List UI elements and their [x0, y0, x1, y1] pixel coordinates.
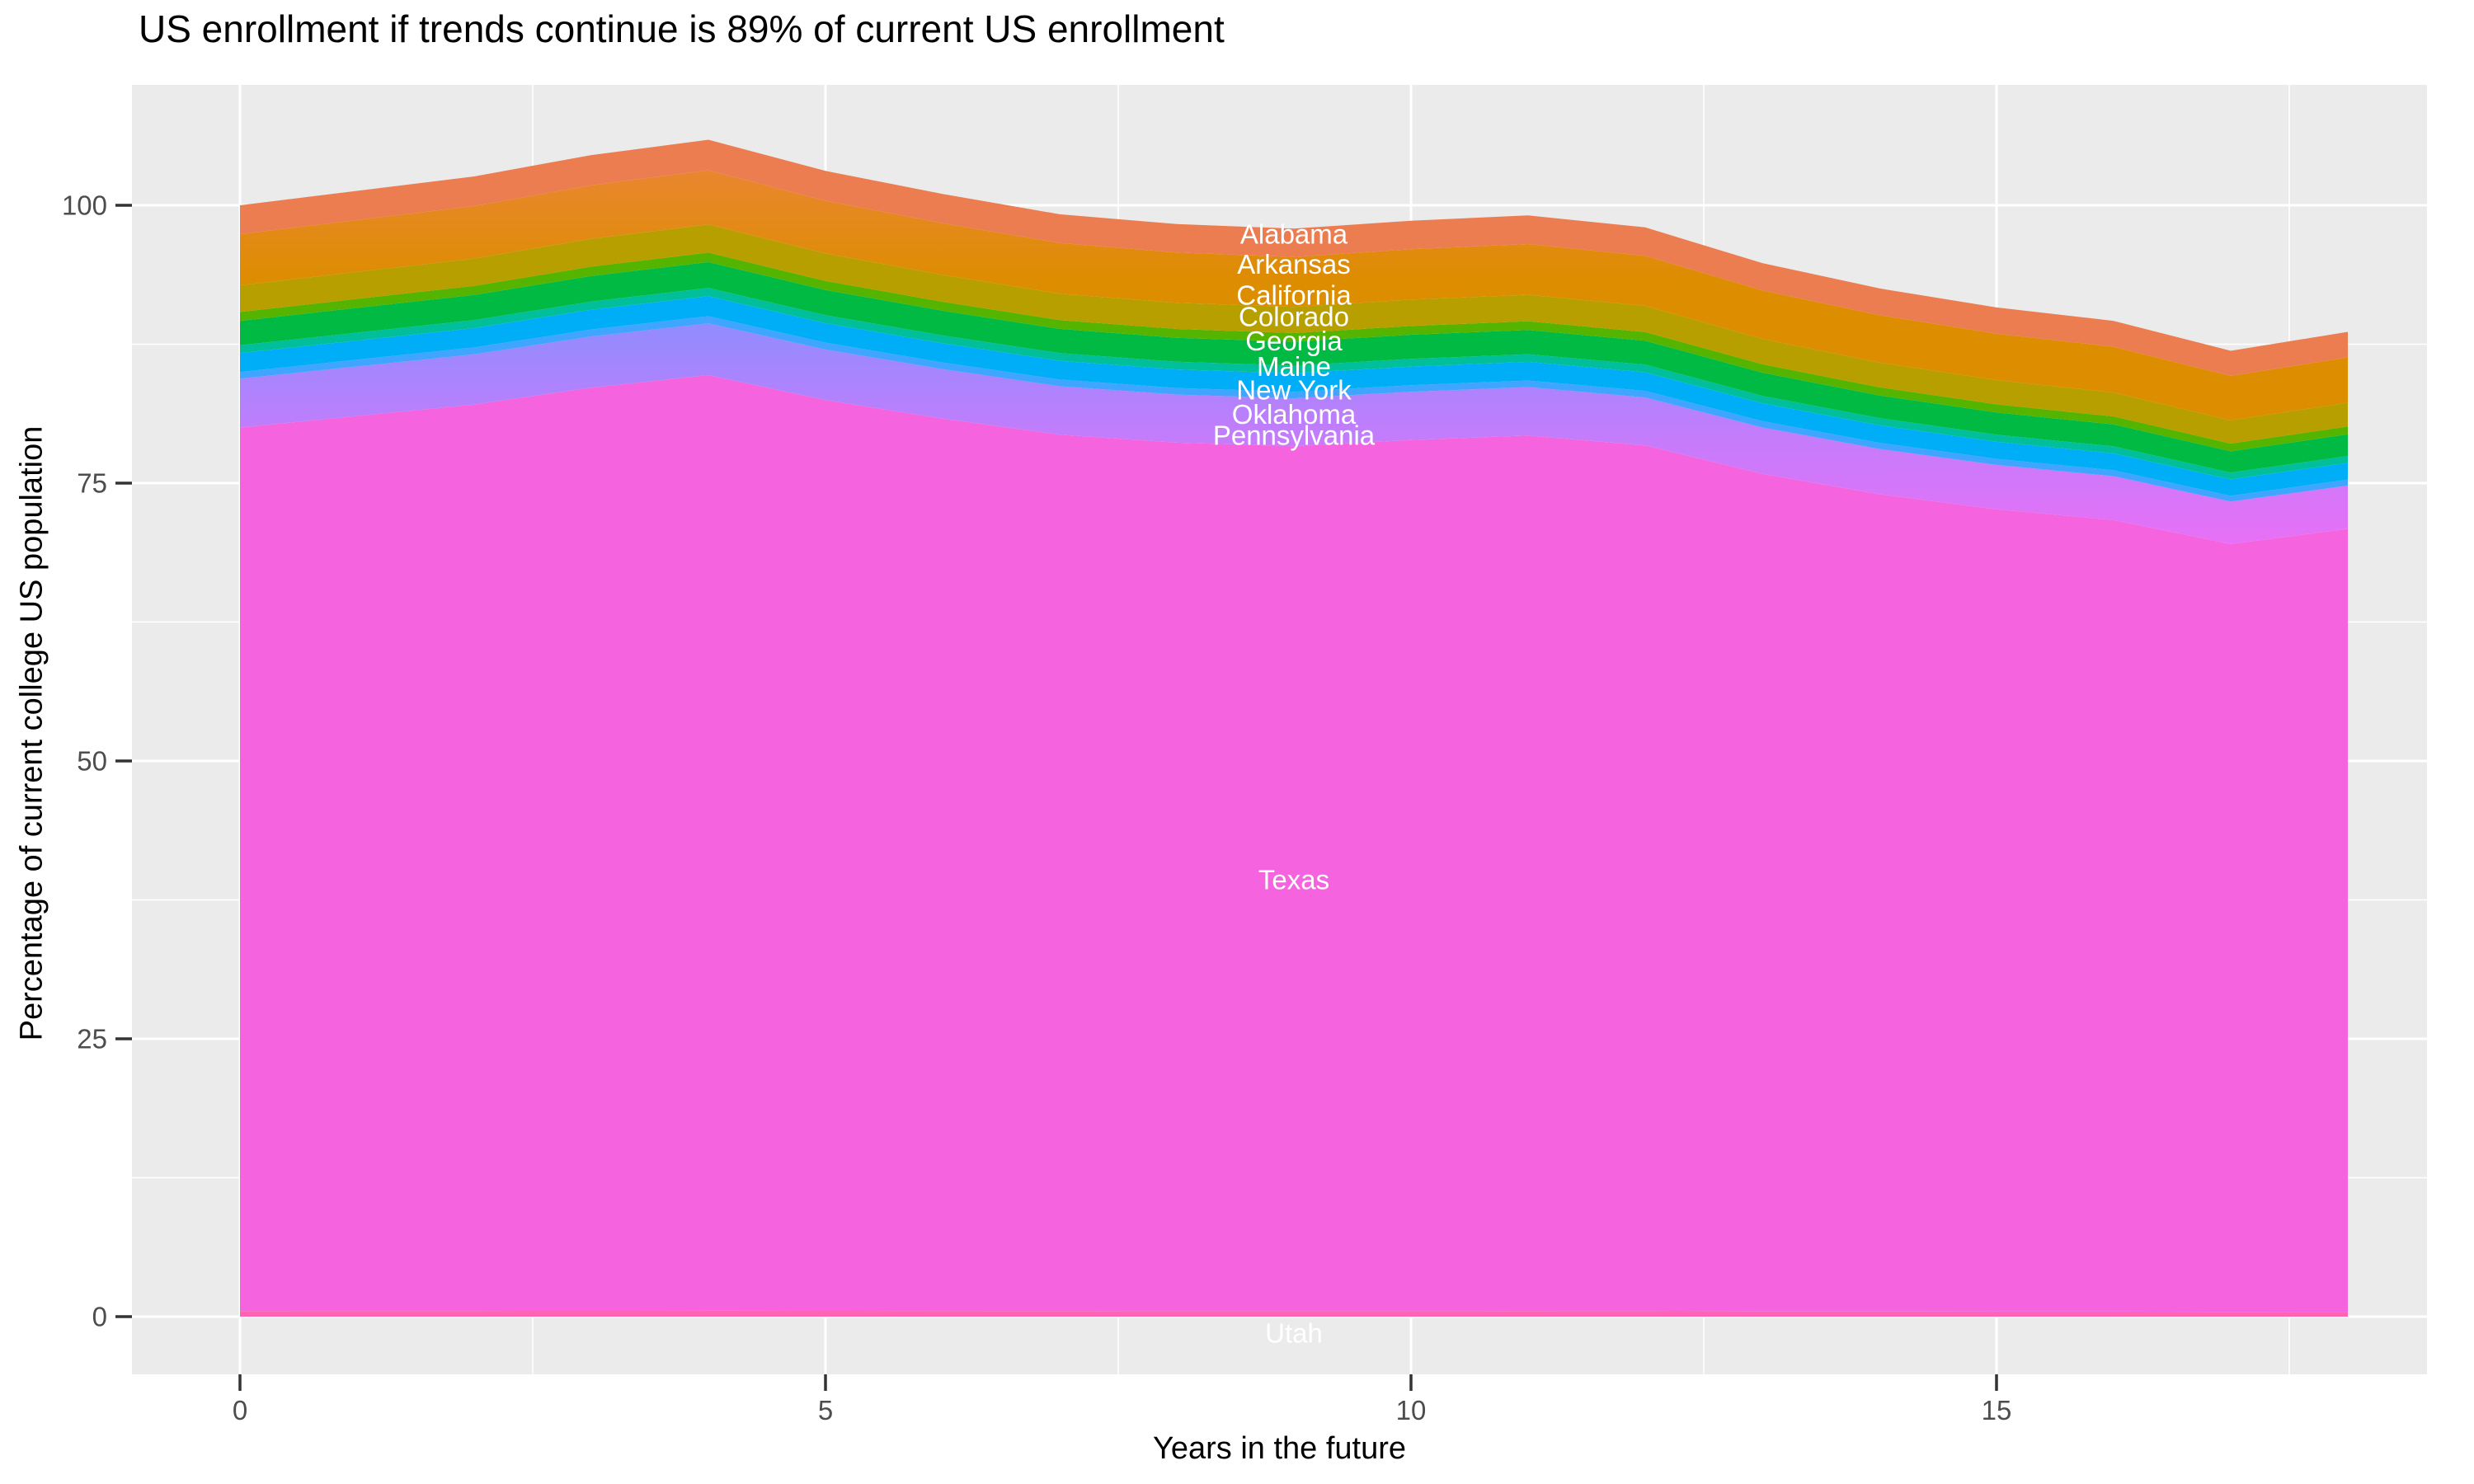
x-tick-label: 0 — [233, 1395, 247, 1425]
area-georgia — [240, 261, 2348, 473]
x-axis-title: Years in the future — [1152, 1431, 1407, 1466]
y-axis-title: Percentage of current college US populat… — [14, 425, 49, 1041]
state-label: Georgia — [1245, 326, 1343, 356]
plot-title: US enrollment if trends continue is 89% … — [139, 7, 1225, 50]
y-tick-label: 0 — [92, 1302, 107, 1332]
state-label: New York — [1236, 374, 1352, 405]
state-label: Pennsylvania — [1213, 420, 1376, 451]
y-tick-label: 50 — [77, 746, 107, 777]
state-label: Maine — [1257, 351, 1331, 382]
y-tick-label: 100 — [62, 190, 107, 221]
state-label: California — [1236, 280, 1352, 311]
state-label: Arkansas — [1237, 249, 1351, 279]
x-tick-label: 5 — [818, 1395, 833, 1425]
area-utah — [240, 1310, 2348, 1317]
state-label: Utah — [1265, 1318, 1323, 1349]
state-label: Oklahoma — [1232, 399, 1357, 430]
y-tick-label: 25 — [77, 1024, 107, 1054]
area-pennsylvania — [240, 323, 2348, 544]
area-california — [240, 224, 2348, 444]
state-label: Texas — [1258, 865, 1329, 895]
x-tick-label: 10 — [1396, 1395, 1427, 1425]
state-label: Alabama — [1240, 219, 1348, 250]
area-texas — [240, 375, 2348, 1313]
y-tick-label: 75 — [77, 468, 107, 499]
state-label: Colorado — [1239, 301, 1349, 331]
area-arkansas — [240, 170, 2348, 420]
area-alabama — [240, 139, 2348, 376]
x-tick-label: 15 — [1982, 1395, 2012, 1425]
